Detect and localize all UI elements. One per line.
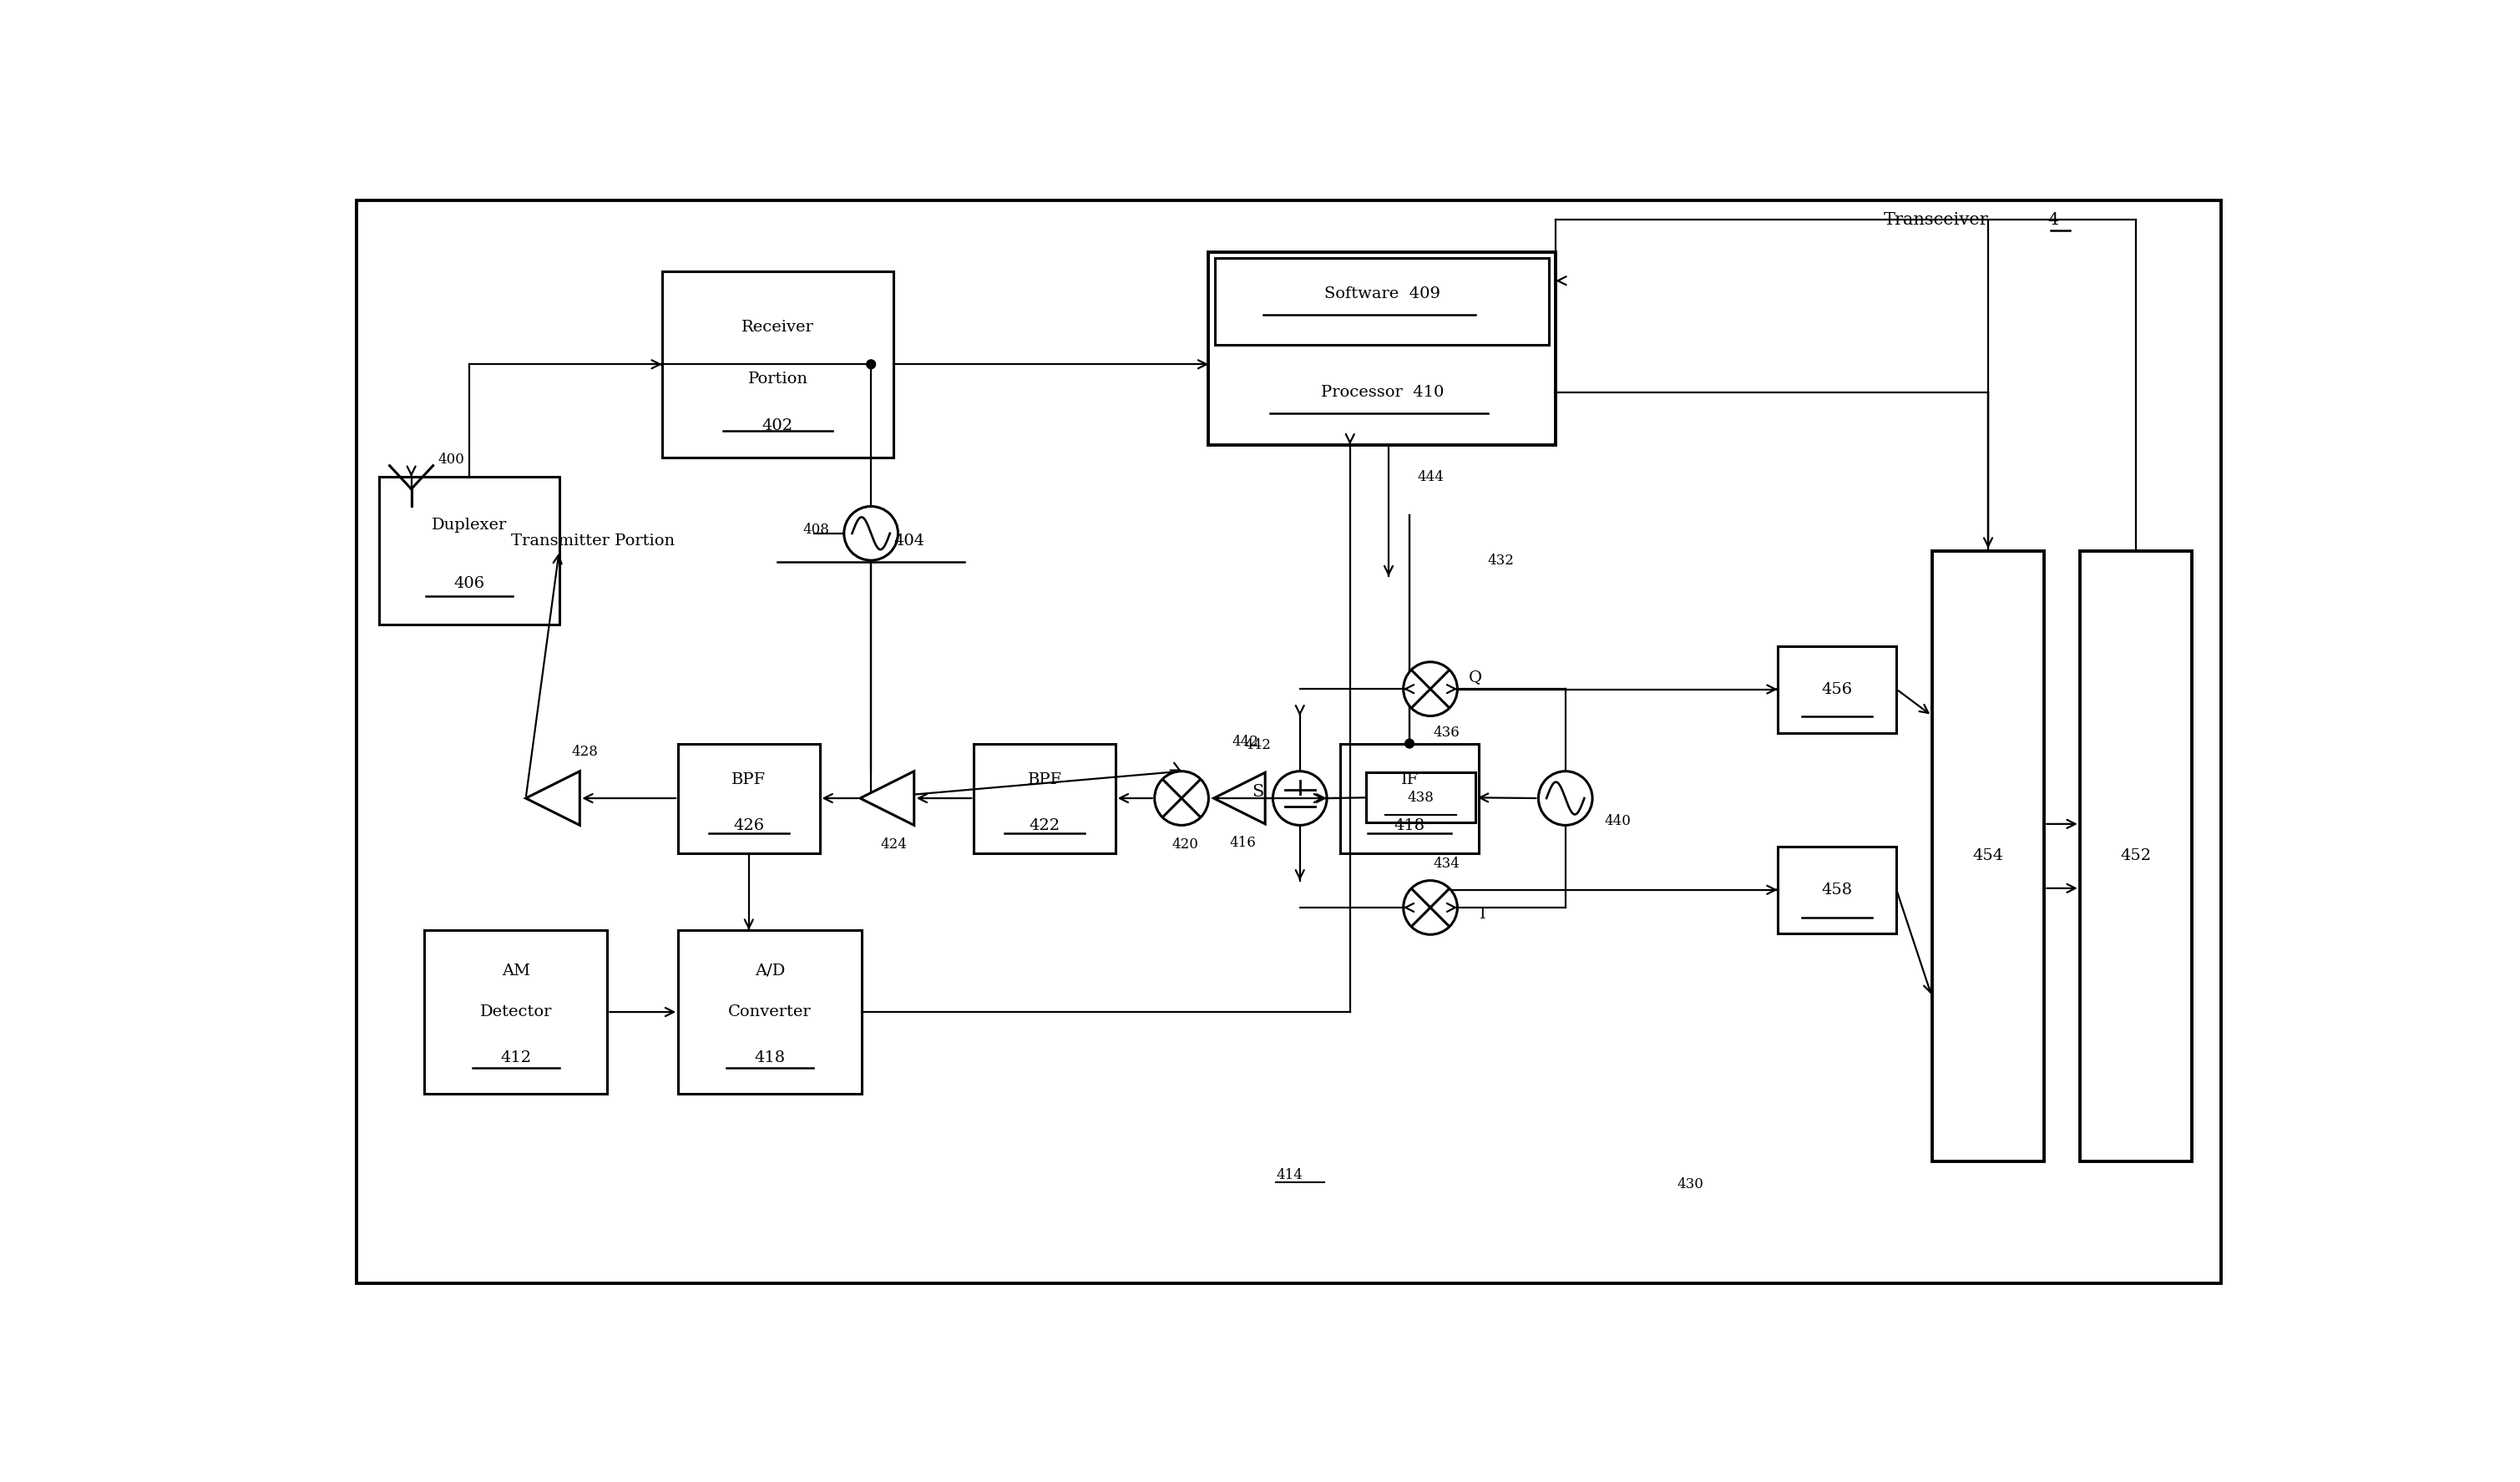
Circle shape [1404, 662, 1457, 716]
Circle shape [1273, 771, 1328, 825]
Polygon shape [1215, 772, 1265, 824]
Text: 414: 414 [1275, 1168, 1303, 1183]
Text: 454: 454 [1973, 849, 2003, 864]
Text: Transmitter Portion: Transmitter Portion [512, 534, 685, 548]
FancyBboxPatch shape [358, 200, 2220, 1283]
Text: A/D: A/D [753, 963, 784, 978]
FancyBboxPatch shape [1933, 551, 2044, 1162]
Text: 400: 400 [438, 452, 464, 467]
Polygon shape [859, 771, 915, 825]
Text: 408: 408 [804, 523, 829, 538]
Circle shape [1404, 880, 1457, 935]
Circle shape [1154, 771, 1210, 825]
Text: 426: 426 [733, 818, 764, 833]
Text: 420: 420 [1172, 837, 1197, 852]
Circle shape [844, 507, 897, 560]
FancyBboxPatch shape [1341, 744, 1479, 852]
Text: BPF: BPF [731, 772, 766, 787]
Text: 4: 4 [2049, 212, 2059, 228]
Text: 428: 428 [572, 745, 597, 759]
Polygon shape [527, 771, 580, 825]
FancyBboxPatch shape [973, 744, 1116, 852]
Text: Receiver: Receiver [741, 320, 814, 335]
Text: 432: 432 [1487, 553, 1515, 568]
Text: 442: 442 [1245, 738, 1273, 753]
FancyBboxPatch shape [1777, 646, 1898, 732]
Text: 418: 418 [753, 1051, 786, 1066]
Text: I: I [1479, 907, 1487, 922]
Text: Transceiver: Transceiver [1882, 212, 1988, 228]
Text: Processor  410: Processor 410 [1320, 385, 1444, 400]
Text: 442: 442 [1232, 735, 1257, 748]
Text: 412: 412 [501, 1051, 532, 1066]
Text: 418: 418 [1394, 818, 1424, 833]
FancyBboxPatch shape [1210, 252, 1555, 445]
Text: AM: AM [501, 963, 529, 978]
Text: 436: 436 [1434, 726, 1459, 740]
Text: 458: 458 [1822, 882, 1852, 898]
Circle shape [1537, 771, 1593, 825]
Text: 438: 438 [1409, 790, 1434, 805]
Text: Q: Q [1469, 670, 1482, 685]
Text: Converter: Converter [728, 1005, 811, 1020]
FancyBboxPatch shape [678, 744, 819, 852]
Text: 430: 430 [1676, 1177, 1704, 1192]
Text: Duplexer: Duplexer [431, 519, 507, 534]
Text: 402: 402 [761, 418, 794, 433]
Text: Portion: Portion [748, 372, 809, 387]
Text: Software  409: Software 409 [1323, 286, 1441, 302]
Text: 456: 456 [1822, 682, 1852, 697]
FancyBboxPatch shape [1215, 258, 1550, 345]
FancyBboxPatch shape [2079, 551, 2192, 1162]
Text: 422: 422 [1028, 818, 1061, 833]
Text: Detector: Detector [479, 1005, 552, 1020]
Text: 434: 434 [1434, 857, 1459, 871]
Text: 440: 440 [1603, 814, 1630, 828]
FancyBboxPatch shape [378, 477, 559, 624]
FancyBboxPatch shape [678, 931, 862, 1094]
Text: 404: 404 [895, 534, 925, 548]
Text: 444: 444 [1419, 470, 1444, 485]
Circle shape [867, 360, 874, 369]
Text: 416: 416 [1230, 836, 1255, 851]
Text: S: S [1252, 784, 1265, 800]
Circle shape [1406, 740, 1414, 748]
FancyBboxPatch shape [1777, 846, 1898, 934]
Text: 406: 406 [454, 575, 484, 591]
Text: 424: 424 [879, 837, 907, 852]
FancyBboxPatch shape [663, 271, 895, 458]
Text: IF: IF [1401, 772, 1419, 787]
FancyBboxPatch shape [1366, 772, 1474, 823]
Text: 452: 452 [2119, 849, 2152, 864]
Text: BPF: BPF [1028, 772, 1061, 787]
FancyBboxPatch shape [423, 931, 607, 1094]
